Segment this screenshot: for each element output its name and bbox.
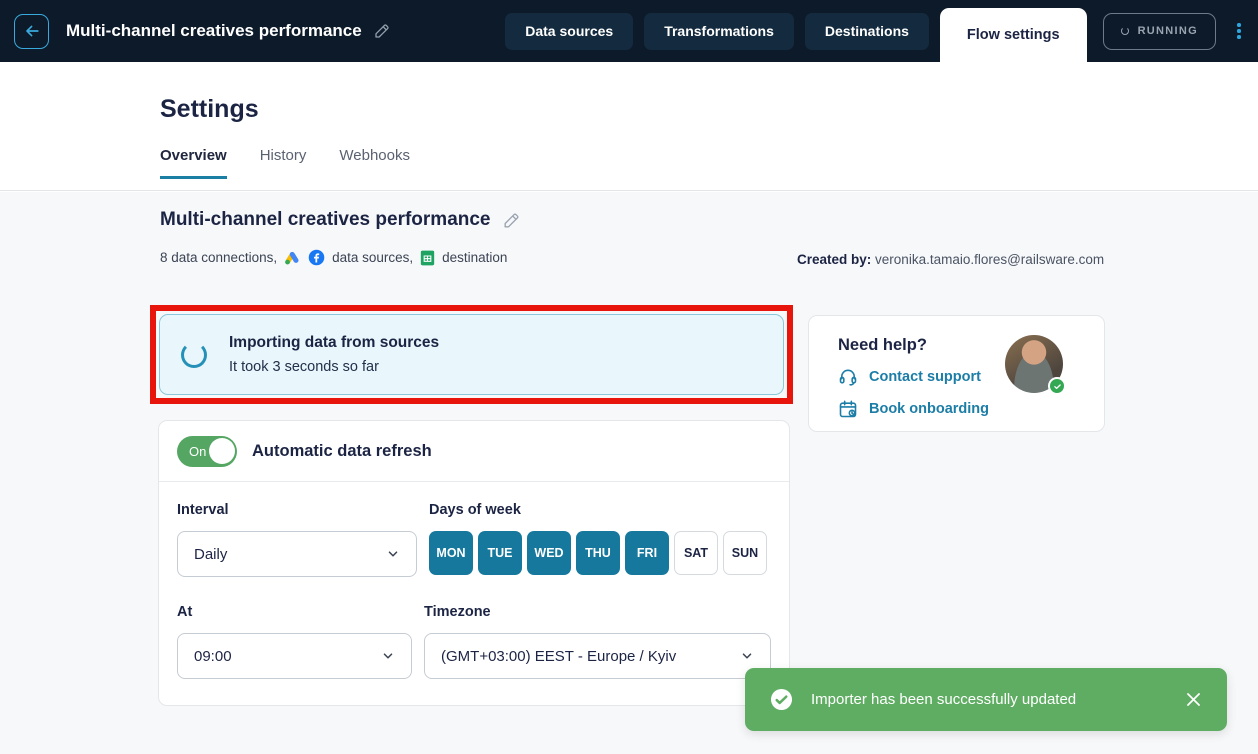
tab-destinations[interactable]: Destinations (804, 12, 929, 50)
tab-flow-settings[interactable]: Flow settings (939, 8, 1087, 62)
google-ads-icon (284, 249, 301, 266)
data-sources-label: data sources, (332, 250, 414, 265)
day-chip-mon[interactable]: MON (429, 531, 473, 575)
import-status-banner: Importing data from sources It took 3 se… (159, 314, 784, 395)
import-status-subtitle: It took 3 seconds so far (229, 359, 379, 375)
annotation-highlight-box: Importing data from sources It took 3 se… (150, 305, 793, 404)
support-agent-avatar (1005, 335, 1066, 395)
tab-transformations[interactable]: Transformations (644, 12, 794, 50)
tab-webhooks[interactable]: Webhooks (339, 147, 410, 164)
running-status-button[interactable]: RUNNING (1102, 12, 1216, 50)
toast-message: Importer has been successfully updated (811, 691, 1077, 708)
contact-support-link[interactable]: Contact support (838, 367, 1104, 387)
interval-label: Interval (177, 502, 229, 518)
refresh-card-title: Automatic data refresh (252, 441, 432, 460)
running-spinner-icon (1120, 27, 1129, 35)
timezone-label: Timezone (424, 604, 491, 620)
calendar-icon (838, 399, 858, 419)
toggle-knob (208, 438, 235, 464)
tab-data-sources[interactable]: Data sources (505, 12, 634, 50)
refresh-form: Interval Daily Days of week MON TUE (159, 482, 789, 679)
import-status-text: Importing data from sources It took 3 se… (229, 334, 439, 375)
day-chip-tue[interactable]: TUE (478, 531, 522, 575)
online-check-icon (1048, 377, 1066, 395)
day-chip-fri[interactable]: FRI (625, 531, 669, 575)
tab-overview[interactable]: Overview (160, 147, 227, 179)
interval-value: Daily (194, 545, 228, 563)
flow-meta: 8 data connections, data sources, destin… (160, 249, 507, 266)
created-by: Created by: veronika.tamaio.flores@rails… (797, 252, 1104, 267)
facebook-icon (308, 249, 325, 266)
chevron-down-icon (740, 649, 754, 663)
day-chip-sun[interactable]: SUN (723, 531, 767, 575)
edit-flow-name-icon[interactable] (502, 211, 521, 230)
back-arrow-icon (22, 21, 42, 41)
google-sheets-icon (420, 250, 435, 266)
flow-title: Multi-channel creatives performance (66, 21, 362, 40)
success-toast: Importer has been successfully updated (745, 668, 1227, 731)
book-onboarding-label: Book onboarding (869, 401, 990, 417)
at-label: At (177, 604, 193, 620)
destination-label: destination (442, 250, 508, 265)
refresh-card-header: On Automatic data refresh (159, 421, 789, 482)
flow-heading: Multi-channel creatives performance (160, 209, 521, 231)
headset-icon (838, 367, 858, 387)
kebab-menu-icon[interactable] (1228, 13, 1250, 49)
created-by-label: Created by: (797, 252, 872, 267)
day-chip-wed[interactable]: WED (527, 531, 571, 575)
edit-flow-title-icon[interactable] (373, 22, 391, 40)
settings-tabs: Overview History Webhooks (160, 147, 1258, 179)
import-status-title: Importing data from sources (229, 334, 440, 351)
flow-name-heading: Multi-channel creatives performance (160, 209, 491, 230)
book-onboarding-link[interactable]: Book onboarding (838, 399, 1104, 419)
data-connections-count: 8 data connections, (160, 250, 278, 265)
at-time-value: 09:00 (194, 647, 232, 665)
loading-spinner-icon (181, 341, 207, 368)
running-status-label: RUNNING (1137, 25, 1198, 37)
tab-history[interactable]: History (259, 147, 307, 164)
auto-refresh-toggle[interactable]: On (177, 435, 237, 467)
success-check-icon (770, 688, 793, 711)
interval-select[interactable]: Daily (177, 531, 417, 577)
at-time-select[interactable]: 09:00 (177, 633, 412, 679)
days-of-week-picker: MON TUE WED THU FRI SAT SUN (429, 531, 767, 575)
need-help-card: Need help? Contact support Book onboardi… (808, 315, 1105, 432)
need-help-title: Need help? (838, 336, 927, 354)
days-of-week-label: Days of week (429, 502, 521, 518)
back-button[interactable] (14, 13, 49, 49)
close-icon[interactable] (1184, 690, 1203, 709)
page-title: Settings (160, 95, 259, 123)
timezone-select[interactable]: (GMT+03:00) EEST - Europe / Kyiv (424, 633, 771, 679)
settings-overview-panel: Multi-channel creatives performance 8 da… (0, 192, 1258, 754)
day-chip-thu[interactable]: THU (576, 531, 620, 575)
contact-support-label: Contact support (869, 369, 981, 385)
settings-header: Settings Overview History Webhooks (0, 62, 1258, 191)
automatic-refresh-card: On Automatic data refresh Interval Daily (158, 420, 790, 706)
chevron-down-icon (386, 547, 400, 561)
top-bar: Multi-channel creatives performance Data… (0, 0, 1258, 62)
created-by-email: veronika.tamaio.flores@railsware.com (875, 252, 1105, 267)
day-chip-sat[interactable]: SAT (674, 531, 718, 575)
chevron-down-icon (381, 649, 395, 663)
toggle-state-label: On (189, 443, 207, 459)
timezone-value: (GMT+03:00) EEST - Europe / Kyiv (441, 647, 677, 665)
